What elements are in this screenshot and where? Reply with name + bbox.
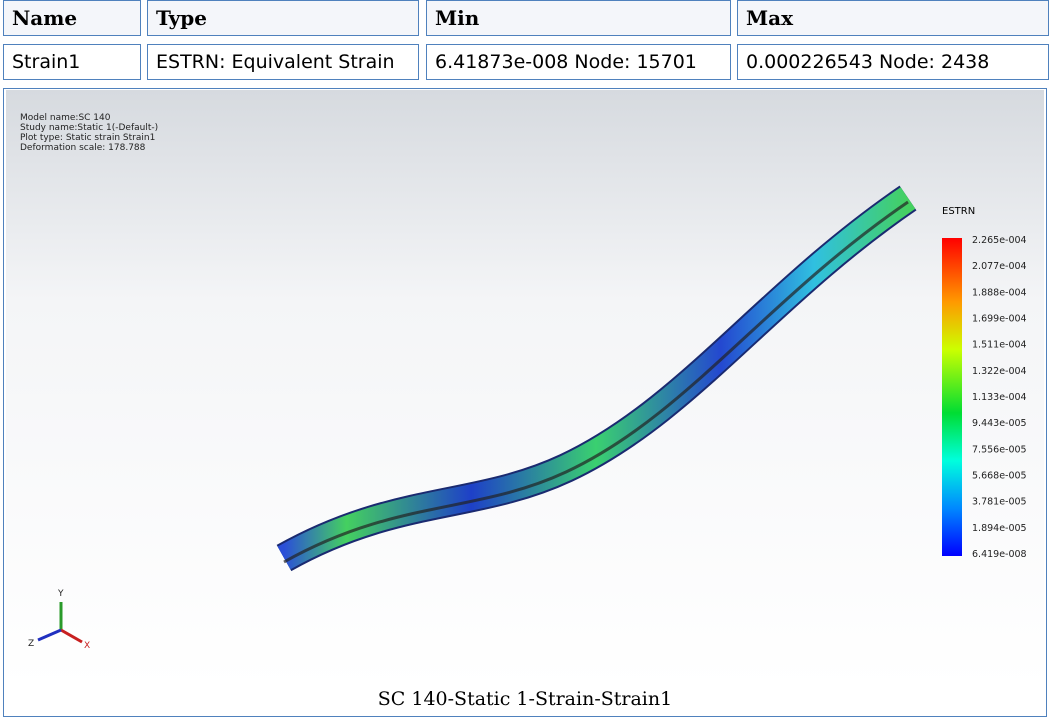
axis-label: Y	[57, 589, 64, 599]
info-line: Study name:Static 1(-Default-)	[20, 123, 158, 133]
legend-label: 1.888e-004	[972, 287, 1027, 298]
axis-label: X	[84, 641, 90, 651]
color-bar	[942, 238, 962, 556]
background	[6, 90, 1044, 688]
legend-label: 1.511e-004	[972, 340, 1027, 351]
legend-title: ESTRN	[942, 206, 975, 217]
caption: SC 140-Static 1-Strain-Strain1	[3, 688, 1047, 710]
page: Name Type Min Max Strain1 ESTRN: Equival…	[0, 0, 1049, 719]
info-line: Model name:SC 140	[20, 113, 111, 123]
header-cell: Max	[737, 0, 1049, 36]
info-line: Plot type: Static strain Strain1	[20, 133, 155, 143]
header-cell: Name	[3, 0, 141, 36]
strain-plot: Model name:SC 140 Study name:Static 1(-D…	[6, 90, 1044, 688]
info-line: Deformation scale: 178.788	[20, 143, 146, 153]
table-cell: 0.000226543 Node: 2438	[737, 44, 1049, 80]
legend-label: 3.781e-005	[972, 497, 1027, 508]
table-cell: 6.41873e-008 Node: 15701	[426, 44, 731, 80]
legend-label: 7.556e-005	[972, 444, 1027, 455]
axis-label: Z	[28, 639, 34, 649]
legend-label: 9.443e-005	[972, 418, 1027, 429]
legend-label: 1.322e-004	[972, 366, 1027, 377]
legend-label: 6.419e-008	[972, 549, 1027, 560]
legend-label: 1.699e-004	[972, 314, 1027, 325]
header-cell: Type	[147, 0, 419, 36]
header-cell: Min	[426, 0, 731, 36]
table-cell: Strain1	[3, 44, 141, 80]
legend-label: 2.265e-004	[972, 235, 1027, 246]
legend-label: 1.133e-004	[972, 392, 1027, 403]
legend-label: 5.668e-005	[972, 471, 1027, 482]
legend-label: 1.894e-005	[972, 523, 1027, 534]
table-cell: ESTRN: Equivalent Strain	[147, 44, 419, 80]
legend-label: 2.077e-004	[972, 261, 1027, 272]
